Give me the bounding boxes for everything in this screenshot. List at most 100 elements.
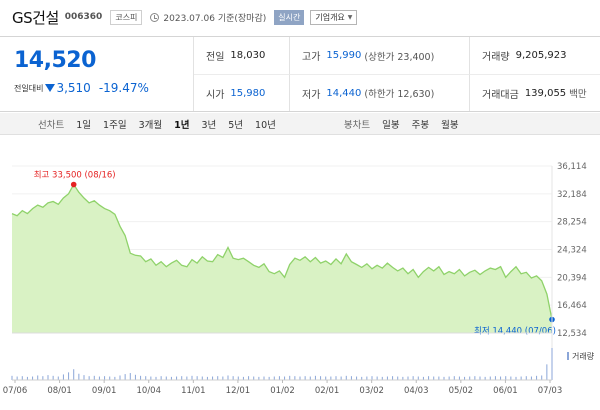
volume-bar <box>397 376 399 380</box>
volume-bar <box>222 376 224 380</box>
x-tick-label: 07/03 <box>538 386 563 396</box>
high-value: 15,990 <box>326 50 362 61</box>
volume-bar <box>381 376 383 380</box>
volume-bar <box>299 376 301 380</box>
prev-close-cell: 전일 18,030 <box>194 37 289 74</box>
volume-bar <box>268 376 270 380</box>
low-cell: 저가 14,440 (하한가 12,630) <box>289 74 469 111</box>
x-tick-label: 11/01 <box>181 386 206 396</box>
volume-cell: 거래량 9,205,923 <box>469 37 600 74</box>
volume-bar <box>407 376 409 380</box>
y-tick-label: 20,394 <box>557 273 587 283</box>
change-label: 전일대비 <box>14 83 44 93</box>
volume-bar <box>356 376 358 380</box>
tab-10y[interactable]: 10년 <box>255 119 276 131</box>
volume-bar <box>32 376 34 380</box>
x-tick-label: 02/01 <box>315 386 340 396</box>
stock-header: GS건설 006360 코스피 2023.07.06 기준(장마감) 실시간 기… <box>0 0 600 34</box>
candle-chart-label: 봉차트 <box>343 119 371 131</box>
y-tick-label: 12,534 <box>557 329 587 339</box>
volume-bar <box>201 376 203 380</box>
price-area <box>12 184 552 333</box>
price-line <box>11 183 553 320</box>
volume-bar <box>520 376 522 380</box>
volume-bar <box>371 376 373 380</box>
volume-bar <box>232 376 234 380</box>
x-tick-label: 06/01 <box>493 386 518 396</box>
volume-bar <box>417 376 419 380</box>
volume-bar <box>530 376 532 380</box>
volume-bar <box>98 376 100 380</box>
line-chart-label: 선차트 <box>38 119 65 131</box>
volume-bar <box>237 376 239 380</box>
volume-bar <box>242 376 244 380</box>
volume-bar <box>428 376 430 380</box>
volume-bar <box>536 375 538 380</box>
volume-bar <box>541 375 543 380</box>
price-chart[interactable]: 36,114 32,184 28,254 24,324 20,394 16,464 12,5… <box>0 150 600 406</box>
price-box: 14,520 전일대비 3,510 -19.47% <box>0 37 194 111</box>
market-badge: 코스피 <box>110 9 143 25</box>
volume-bar <box>284 376 286 380</box>
volume-bar <box>78 373 80 380</box>
volume-bar <box>458 376 460 380</box>
y-tick-label: 28,254 <box>557 218 587 228</box>
volume-bar <box>140 375 142 380</box>
tab-5y[interactable]: 5년 <box>228 119 244 131</box>
trade-value: 139,055 <box>524 87 567 99</box>
trade-value-cell: 거래대금 139,055 백만 <box>469 74 600 111</box>
volume-bar <box>57 376 59 380</box>
tab-monthly-candle[interactable]: 월봉 <box>441 119 459 131</box>
volume-bar <box>248 376 250 380</box>
reference-date: 2023.07.06 기준(장마감) <box>163 13 267 24</box>
realtime-button[interactable]: 실시간 <box>274 9 305 25</box>
tab-1w[interactable]: 1주일 <box>103 119 127 131</box>
open-value: 15,980 <box>230 87 266 99</box>
volume-bar <box>464 376 466 380</box>
change-value: 3,510 <box>56 81 91 95</box>
volume-bar <box>37 375 39 380</box>
low-value: 14,440 <box>326 87 362 99</box>
volume-bar <box>253 376 255 380</box>
tab-daily-candle[interactable]: 일봉 <box>382 119 400 131</box>
tab-3y[interactable]: 3년 <box>201 119 217 131</box>
volume-bar <box>412 376 414 380</box>
volume-bar <box>386 376 388 380</box>
y-tick-label: 16,464 <box>557 301 587 311</box>
volume-bar <box>484 376 486 380</box>
x-tick-label: 04/03 <box>404 386 429 396</box>
low-annotation: 최저 14,440 (07/06) <box>474 326 556 337</box>
quote-panel: 14,520 전일대비 3,510 -19.47% 전일 18,030 시가 1… <box>0 36 600 112</box>
volume-bar <box>68 372 70 380</box>
volume-bar <box>510 376 512 380</box>
lower-limit: (하한가 12,630) <box>364 89 435 100</box>
volume-bar <box>170 376 172 380</box>
chart-tabs: 선차트 1일 1주일 3개월 1년 3년 5년 10년 봉차트 일봉 주봉 월봉 <box>0 113 600 135</box>
high-marker <box>70 181 77 188</box>
volume-bar <box>93 375 95 380</box>
volume-bar <box>376 376 378 380</box>
volume-bar <box>273 376 275 380</box>
volume-bar <box>62 374 64 380</box>
company-name[interactable]: GS건설 <box>12 8 59 27</box>
volume-bar <box>114 376 116 380</box>
tab-3m[interactable]: 3개월 <box>138 119 163 131</box>
tab-weekly-candle[interactable]: 주봉 <box>411 119 430 131</box>
tab-1y[interactable]: 1년 <box>174 119 190 131</box>
volume-bar <box>438 376 440 380</box>
volume-bar <box>47 375 49 380</box>
volume-bar <box>366 376 368 380</box>
high-annotation: 최고 33,500 (08/16) <box>34 170 116 181</box>
volume-bar <box>494 376 496 380</box>
volume-bar <box>422 376 424 380</box>
volume-bar <box>165 376 167 380</box>
volume-bar <box>515 376 517 380</box>
tab-1d[interactable]: 1일 <box>76 119 92 131</box>
volume-bar <box>11 375 13 380</box>
company-info-dropdown[interactable]: 기업개요 ▼ <box>310 9 358 25</box>
volume-bar <box>309 376 311 380</box>
volume-bar <box>392 376 394 380</box>
volume-bar <box>289 375 291 380</box>
volume-bar <box>325 376 327 380</box>
stock-code: 006360 <box>64 12 103 22</box>
